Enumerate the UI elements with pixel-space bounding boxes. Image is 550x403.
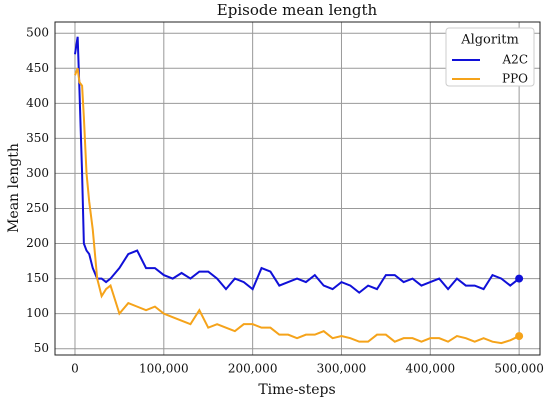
- y-tick-label: 250: [26, 201, 49, 215]
- y-tick-label: 50: [34, 341, 49, 355]
- y-tick-label: 400: [26, 96, 49, 110]
- x-tick-label: 100,000: [139, 362, 189, 376]
- x-tick-label: 500,000: [494, 362, 544, 376]
- y-tick-label: 150: [26, 271, 49, 285]
- y-tick-label: 100: [26, 306, 49, 320]
- x-tick-label: 0: [71, 362, 79, 376]
- x-tick-label: 200,000: [228, 362, 278, 376]
- end-marker: [515, 332, 524, 341]
- legend-label: A2C: [502, 53, 528, 67]
- y-tick-label: 350: [26, 131, 49, 145]
- x-tick-label: 400,000: [405, 362, 455, 376]
- series-line: [74, 67, 520, 345]
- y-tick-label: 300: [26, 166, 49, 180]
- x-axis-label: Time-steps: [258, 382, 335, 398]
- plot-frame: [54, 21, 541, 356]
- x-tick-label: 300,000: [317, 362, 367, 376]
- legend-box: [445, 27, 535, 87]
- chart-title: Episode mean length: [217, 1, 378, 19]
- y-axis-label: Mean length: [6, 143, 22, 233]
- series-line: [73, 36, 520, 294]
- y-tick-label: 450: [26, 61, 49, 75]
- legend-title: Algoritm: [460, 33, 519, 48]
- end-marker: [515, 274, 524, 283]
- legend-label: PPO: [502, 72, 528, 86]
- y-tick-label: 500: [26, 26, 49, 40]
- y-tick-label: 200: [26, 236, 49, 250]
